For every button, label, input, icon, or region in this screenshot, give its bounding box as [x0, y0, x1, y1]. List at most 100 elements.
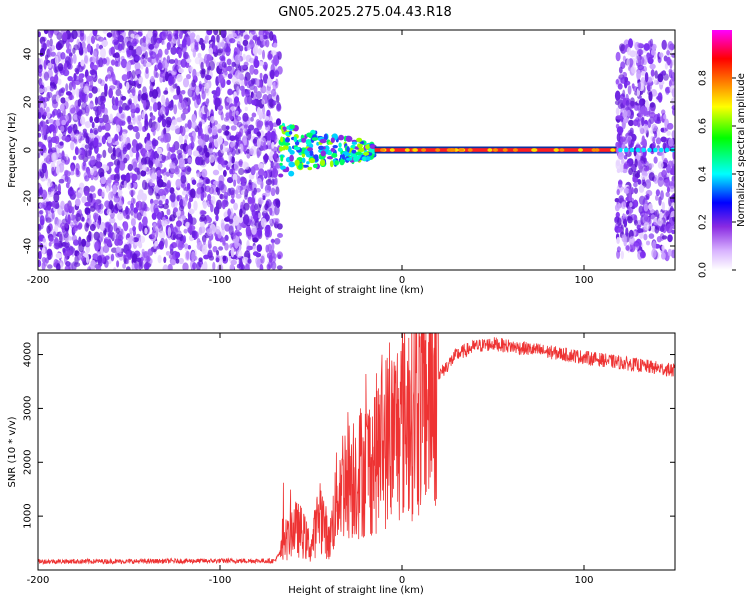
spectral-cell — [62, 247, 66, 253]
spectral-cell — [618, 66, 623, 74]
spectral-cell — [251, 112, 257, 118]
spectral-cell — [45, 154, 52, 165]
spectral-cell — [72, 155, 77, 161]
spectral-cell — [623, 187, 630, 194]
spectral-cell — [238, 167, 245, 176]
spectral-cell — [256, 244, 263, 253]
spectral-cell — [70, 190, 77, 195]
spectral-cell — [127, 49, 134, 56]
y-tick-label: 2000 — [23, 450, 34, 475]
region-carrier-dots — [618, 147, 675, 153]
spectral-cell — [288, 170, 295, 177]
spectral-cell — [628, 188, 633, 194]
spectral-cell — [38, 57, 41, 67]
spectral-cell — [216, 34, 220, 43]
spectral-cell — [46, 180, 53, 188]
colorbar-ticks: 0.0 0.2 0.4 0.6 0.8 — [698, 70, 736, 278]
spectral-cell — [652, 240, 657, 251]
spectral-cell — [270, 187, 276, 197]
spectral-cell — [120, 58, 128, 69]
spectral-cell — [88, 132, 95, 138]
spectral-cell — [245, 225, 251, 236]
spectral-cell — [180, 58, 187, 68]
spectral-cell — [666, 130, 671, 136]
carrier-cell — [578, 148, 583, 152]
spectral-cell — [92, 64, 98, 71]
spectral-cell — [622, 89, 626, 99]
spectral-cell — [104, 238, 109, 244]
spectral-cell — [64, 136, 71, 143]
carrier-cell — [635, 147, 641, 153]
spectral-cell — [178, 157, 185, 168]
spectral-cell — [224, 70, 228, 76]
spectral-cell — [169, 171, 174, 179]
spectral-cell — [123, 221, 129, 232]
spectral-cell — [236, 79, 243, 85]
spectral-cell — [234, 238, 239, 249]
spectral-cell — [648, 172, 655, 181]
spectral-cell — [257, 212, 262, 219]
spectral-cell — [654, 131, 658, 139]
spectral-cell — [233, 179, 237, 187]
spectral-cell — [84, 55, 88, 64]
spectral-cell — [204, 104, 208, 114]
spectral-cell — [167, 226, 172, 237]
spectral-cell — [46, 225, 51, 234]
spectral-cell — [119, 82, 123, 89]
figure-title: GN05.2025.275.04.43.R18 — [278, 5, 452, 20]
spectral-cell — [206, 35, 210, 41]
spectral-cell — [258, 163, 264, 169]
spectral-cell — [91, 86, 98, 94]
spectral-cell — [60, 200, 65, 210]
spectral-cell — [122, 146, 127, 155]
spectral-cell — [620, 250, 624, 260]
spectral-cell — [208, 47, 213, 55]
spectral-cell — [243, 214, 250, 225]
spectral-cell — [57, 152, 63, 159]
spectral-cell — [339, 158, 345, 166]
spectral-cell — [251, 209, 256, 217]
spectral-cell — [100, 176, 107, 185]
spectral-cell — [180, 126, 186, 137]
spectral-cell — [55, 252, 63, 259]
spectral-cell — [186, 182, 191, 190]
spectral-cell — [195, 157, 202, 166]
spectral-cell — [40, 168, 45, 179]
carrier-cell — [448, 148, 454, 152]
spectral-cell — [253, 68, 259, 75]
spectral-cell — [170, 231, 177, 241]
spectral-cell — [51, 110, 56, 118]
spectral-cell — [98, 231, 104, 242]
spectral-cell — [96, 219, 101, 230]
spectral-cell — [74, 79, 81, 86]
spectral-cell — [142, 179, 147, 190]
spectral-cell — [615, 160, 621, 170]
spectral-cell — [638, 184, 645, 193]
spectral-cell — [53, 200, 60, 210]
spectral-cell — [259, 35, 264, 42]
spectral-cell — [270, 50, 277, 56]
spectral-cell — [645, 240, 651, 246]
spectral-cell — [208, 154, 215, 163]
spectral-cell — [111, 96, 115, 106]
spectral-cell — [202, 201, 208, 209]
spectral-cell — [241, 161, 249, 169]
spectral-cell — [285, 137, 290, 143]
spectral-cell — [141, 93, 148, 101]
spectral-cell — [187, 157, 193, 164]
spectral-cell — [88, 145, 93, 156]
spectral-cell — [330, 137, 335, 143]
spectral-cell — [42, 238, 46, 243]
spectral-cell — [93, 137, 99, 147]
spectral-cell — [64, 175, 69, 182]
spectral-cell — [158, 200, 163, 206]
spectral-cell — [111, 247, 118, 253]
spectral-cell — [76, 169, 80, 176]
carrier-cell — [412, 148, 418, 152]
spectral-cell — [278, 173, 284, 178]
spectral-cell — [131, 70, 136, 79]
spectral-cell — [124, 105, 130, 111]
spectral-cell — [49, 85, 55, 92]
spectral-cell — [93, 129, 98, 135]
